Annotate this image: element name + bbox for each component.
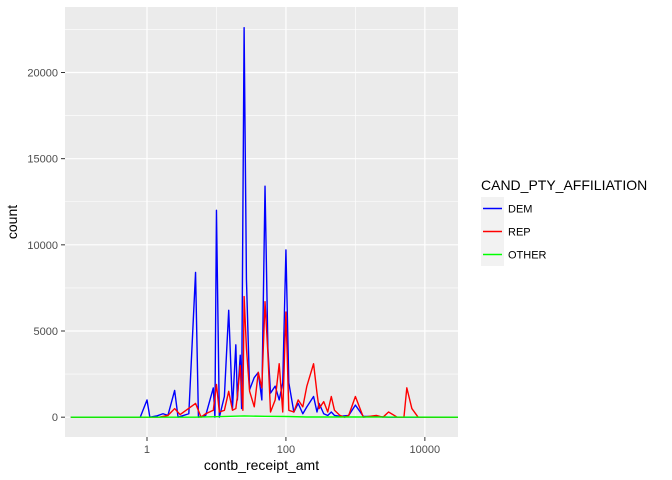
x-axis-title: contb_receipt_amt	[204, 457, 319, 473]
series-lines	[70, 26, 459, 418]
y-tick-label: 0	[52, 412, 58, 424]
y-tick-label: 5000	[34, 326, 58, 338]
y-tick-label: 10000	[27, 240, 58, 252]
legend-label: DEM	[508, 204, 532, 216]
axes: 1 100 10000 0 5000 10000 15000 20000	[27, 67, 440, 456]
legend: CAND_PTY_AFFILIATION DEM REP OTHER	[481, 177, 647, 266]
x-tick-label: 10000	[410, 444, 441, 456]
legend-item-rep: REP	[481, 220, 531, 243]
legend-item-dem: DEM	[481, 197, 532, 220]
x-tick-label: 100	[277, 444, 295, 456]
x-tick-label: 1	[144, 444, 150, 456]
y-tick-label: 20000	[27, 67, 58, 79]
legend-title: CAND_PTY_AFFILIATION	[481, 177, 647, 193]
series-line-rep	[70, 295, 458, 418]
legend-label: REP	[508, 227, 531, 239]
y-tick-label: 15000	[27, 154, 58, 166]
series-line-other	[70, 415, 459, 418]
legend-label: OTHER	[508, 250, 547, 262]
legend-item-other: OTHER	[481, 243, 547, 266]
plot-panel	[65, 7, 458, 437]
y-axis-title: count	[4, 205, 20, 239]
